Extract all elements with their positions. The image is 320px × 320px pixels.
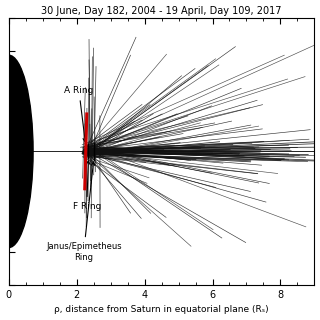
- Title: 30 June, Day 182, 2004 - 19 April, Day 109, 2017: 30 June, Day 182, 2004 - 19 April, Day 1…: [41, 5, 282, 16]
- Circle shape: [0, 55, 33, 248]
- Text: F Ring: F Ring: [73, 161, 101, 211]
- X-axis label: ρ, distance from Saturn in equatorial plane (Rₛ): ρ, distance from Saturn in equatorial pl…: [54, 306, 269, 315]
- Text: Janus/Epimetheus
Ring: Janus/Epimetheus Ring: [46, 162, 122, 262]
- Text: A Ring: A Ring: [64, 86, 94, 142]
